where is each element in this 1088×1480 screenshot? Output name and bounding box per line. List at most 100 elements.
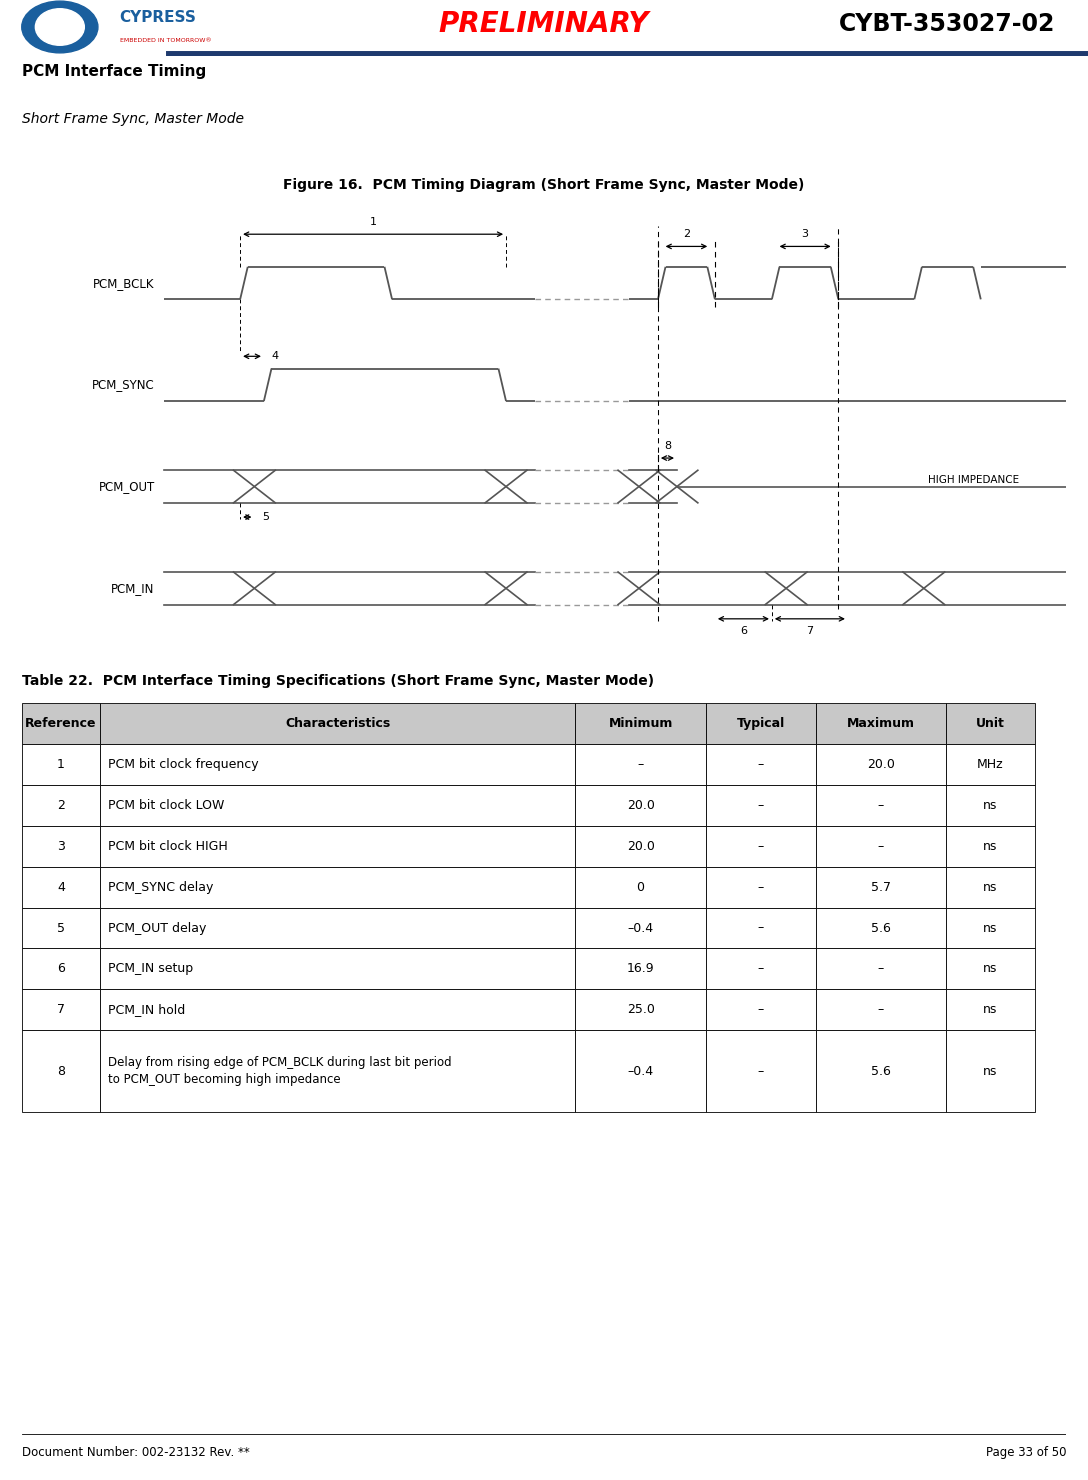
Text: 7: 7 [806, 626, 814, 636]
Text: 6: 6 [740, 626, 746, 636]
Text: Delay from rising edge of PCM_BCLK during last bit period
to PCM_OUT becoming hi: Delay from rising edge of PCM_BCLK durin… [109, 1057, 453, 1086]
Text: 20.0: 20.0 [627, 799, 655, 813]
Bar [947, 744, 1035, 784]
Bar [100, 744, 576, 784]
Text: 5: 5 [262, 512, 269, 522]
Text: 4: 4 [57, 881, 65, 894]
Text: –: – [878, 962, 883, 975]
Bar [576, 990, 706, 1030]
Text: PCM_SYNC delay: PCM_SYNC delay [109, 881, 214, 894]
Text: PCM_OUT: PCM_OUT [98, 480, 154, 493]
Text: –: – [638, 758, 644, 771]
Bar [947, 1030, 1035, 1111]
Text: 2: 2 [57, 799, 65, 813]
Text: 5.6: 5.6 [870, 922, 891, 934]
Bar [947, 990, 1035, 1030]
Bar [816, 744, 947, 784]
Text: –: – [878, 799, 883, 813]
Text: ns: ns [984, 1064, 998, 1077]
Bar [706, 703, 816, 744]
Text: Figure 16.  PCM Timing Diagram (Short Frame Sync, Master Mode): Figure 16. PCM Timing Diagram (Short Fra… [283, 178, 805, 192]
Text: 8: 8 [664, 441, 671, 451]
Text: Page 33 of 50: Page 33 of 50 [986, 1446, 1066, 1459]
Bar [100, 867, 576, 907]
Text: –: – [878, 1003, 883, 1017]
Bar [576, 1030, 706, 1111]
Bar [816, 990, 947, 1030]
Bar [706, 826, 816, 867]
Text: Table 22.  PCM Interface Timing Specifications (Short Frame Sync, Master Mode): Table 22. PCM Interface Timing Specifica… [22, 673, 654, 688]
Bar [100, 907, 576, 949]
Bar [947, 907, 1035, 949]
Bar [576, 784, 706, 826]
Text: Unit: Unit [976, 716, 1005, 730]
Text: –: – [757, 799, 764, 813]
Bar [816, 703, 947, 744]
Ellipse shape [22, 1, 98, 53]
Text: PCM_IN: PCM_IN [111, 582, 154, 595]
Bar [100, 703, 576, 744]
Text: PRELIMINARY: PRELIMINARY [438, 10, 650, 37]
Text: PCM bit clock HIGH: PCM bit clock HIGH [109, 839, 228, 852]
Bar [22, 703, 100, 744]
Bar [576, 826, 706, 867]
Bar [576, 867, 706, 907]
Text: Short Frame Sync, Master Mode: Short Frame Sync, Master Mode [22, 112, 244, 126]
Text: –0.4: –0.4 [628, 1064, 654, 1077]
Text: PCM_IN setup: PCM_IN setup [109, 962, 194, 975]
Bar [22, 744, 100, 784]
Text: 20.0: 20.0 [627, 839, 655, 852]
Bar [22, 784, 100, 826]
Text: Minimum: Minimum [608, 716, 672, 730]
Bar [947, 949, 1035, 990]
Text: 1: 1 [57, 758, 65, 771]
Text: 5.7: 5.7 [870, 881, 891, 894]
Text: ns: ns [984, 922, 998, 934]
Text: –: – [757, 758, 764, 771]
Text: 1: 1 [370, 218, 376, 226]
Bar [947, 703, 1035, 744]
Bar [947, 784, 1035, 826]
Text: –: – [757, 962, 764, 975]
Text: 0: 0 [636, 881, 644, 894]
Text: –: – [757, 881, 764, 894]
Text: ns: ns [984, 881, 998, 894]
Text: HIGH IMPEDANCE: HIGH IMPEDANCE [928, 475, 1019, 484]
Bar [100, 784, 576, 826]
Bar [816, 949, 947, 990]
Bar [816, 1030, 947, 1111]
Text: Maximum: Maximum [846, 716, 915, 730]
Text: CYPRESS: CYPRESS [120, 10, 197, 25]
Text: Reference: Reference [25, 716, 97, 730]
Bar [576, 949, 706, 990]
Bar [706, 949, 816, 990]
Bar [816, 867, 947, 907]
Bar [22, 826, 100, 867]
Bar [576, 703, 706, 744]
Text: 7: 7 [57, 1003, 65, 1017]
Text: PCM Interface Timing: PCM Interface Timing [22, 64, 206, 78]
Text: Document Number: 002-23132 Rev. **: Document Number: 002-23132 Rev. ** [22, 1446, 249, 1459]
Text: ns: ns [984, 962, 998, 975]
Bar [706, 784, 816, 826]
Bar [22, 990, 100, 1030]
Text: 6: 6 [57, 962, 65, 975]
Text: –0.4: –0.4 [628, 922, 654, 934]
Bar [100, 990, 576, 1030]
Bar [22, 949, 100, 990]
Text: 20.0: 20.0 [867, 758, 894, 771]
Bar [816, 826, 947, 867]
Bar [816, 784, 947, 826]
Text: PCM bit clock frequency: PCM bit clock frequency [109, 758, 259, 771]
Text: 4: 4 [272, 351, 279, 361]
Text: 5.6: 5.6 [870, 1064, 891, 1077]
Bar [22, 907, 100, 949]
Text: 8: 8 [57, 1064, 65, 1077]
Text: PCM_IN hold: PCM_IN hold [109, 1003, 186, 1017]
Text: –: – [878, 839, 883, 852]
Bar [100, 1030, 576, 1111]
Bar [576, 907, 706, 949]
Text: 25.0: 25.0 [627, 1003, 655, 1017]
Bar [706, 744, 816, 784]
Text: CYBT-353027-02: CYBT-353027-02 [839, 12, 1055, 36]
